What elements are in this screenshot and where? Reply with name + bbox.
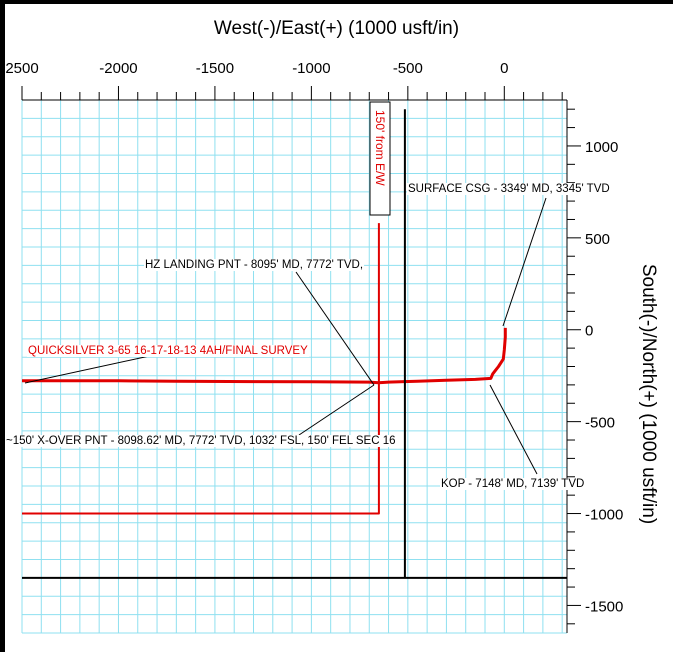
annotation-label-bg xyxy=(440,478,586,490)
y-tick-label: 0 xyxy=(585,323,593,340)
x-tick-label: -2000 xyxy=(99,60,137,77)
annotation-leader xyxy=(489,384,538,475)
annotation-label: QUICKSILVER 3-65 16-17-18-13 4AH/FINAL S… xyxy=(28,345,308,357)
annotation-leader xyxy=(502,197,547,327)
x-tick-label: -500 xyxy=(393,60,423,77)
annotation-label: KOP - 7148' MD, 7139' TVD xyxy=(441,478,584,490)
y-tick-label: 500 xyxy=(585,231,610,248)
setback-label-box xyxy=(369,101,391,216)
annotation-leader xyxy=(24,354,155,384)
annotation-label-bg xyxy=(27,345,310,357)
x-tick-label: -1500 xyxy=(196,60,234,77)
top-border xyxy=(0,0,673,4)
y-tick-label: -1500 xyxy=(585,598,623,615)
annotation-leader xyxy=(295,271,375,386)
setback-label: 150' from E/W xyxy=(373,110,387,186)
annotation-leader xyxy=(298,384,375,436)
x-tick-label: -1000 xyxy=(292,60,330,77)
boundary-line xyxy=(22,223,380,515)
annotation-label: ~150' X-OVER PNT - 8098.62' MD, 7772' TV… xyxy=(6,435,396,447)
x-axis-title: West(-)/East(+) (1000 usft/in) xyxy=(213,18,460,39)
x-tick-label: 0 xyxy=(500,60,508,77)
annotation-label-bg xyxy=(407,183,611,195)
left-border xyxy=(0,0,5,652)
wellbore-path xyxy=(21,327,507,385)
x-tick-label: 2500 xyxy=(5,60,38,77)
y-axis-title: South(-)/North(+) (1000 usft/in) xyxy=(638,263,659,525)
annotation-label: HZ LANDING PNT - 8095' MD, 7772' TVD, xyxy=(145,259,363,271)
y-tick-label: -1000 xyxy=(585,507,623,524)
annotation-label-bg xyxy=(5,435,397,447)
y-tick-label: -500 xyxy=(585,415,615,432)
y-tick-label: 1000 xyxy=(585,139,618,156)
annotation-label-bg xyxy=(144,259,365,271)
annotation-label: SURFACE CSG - 3349' MD, 3345' TVD xyxy=(408,183,610,195)
